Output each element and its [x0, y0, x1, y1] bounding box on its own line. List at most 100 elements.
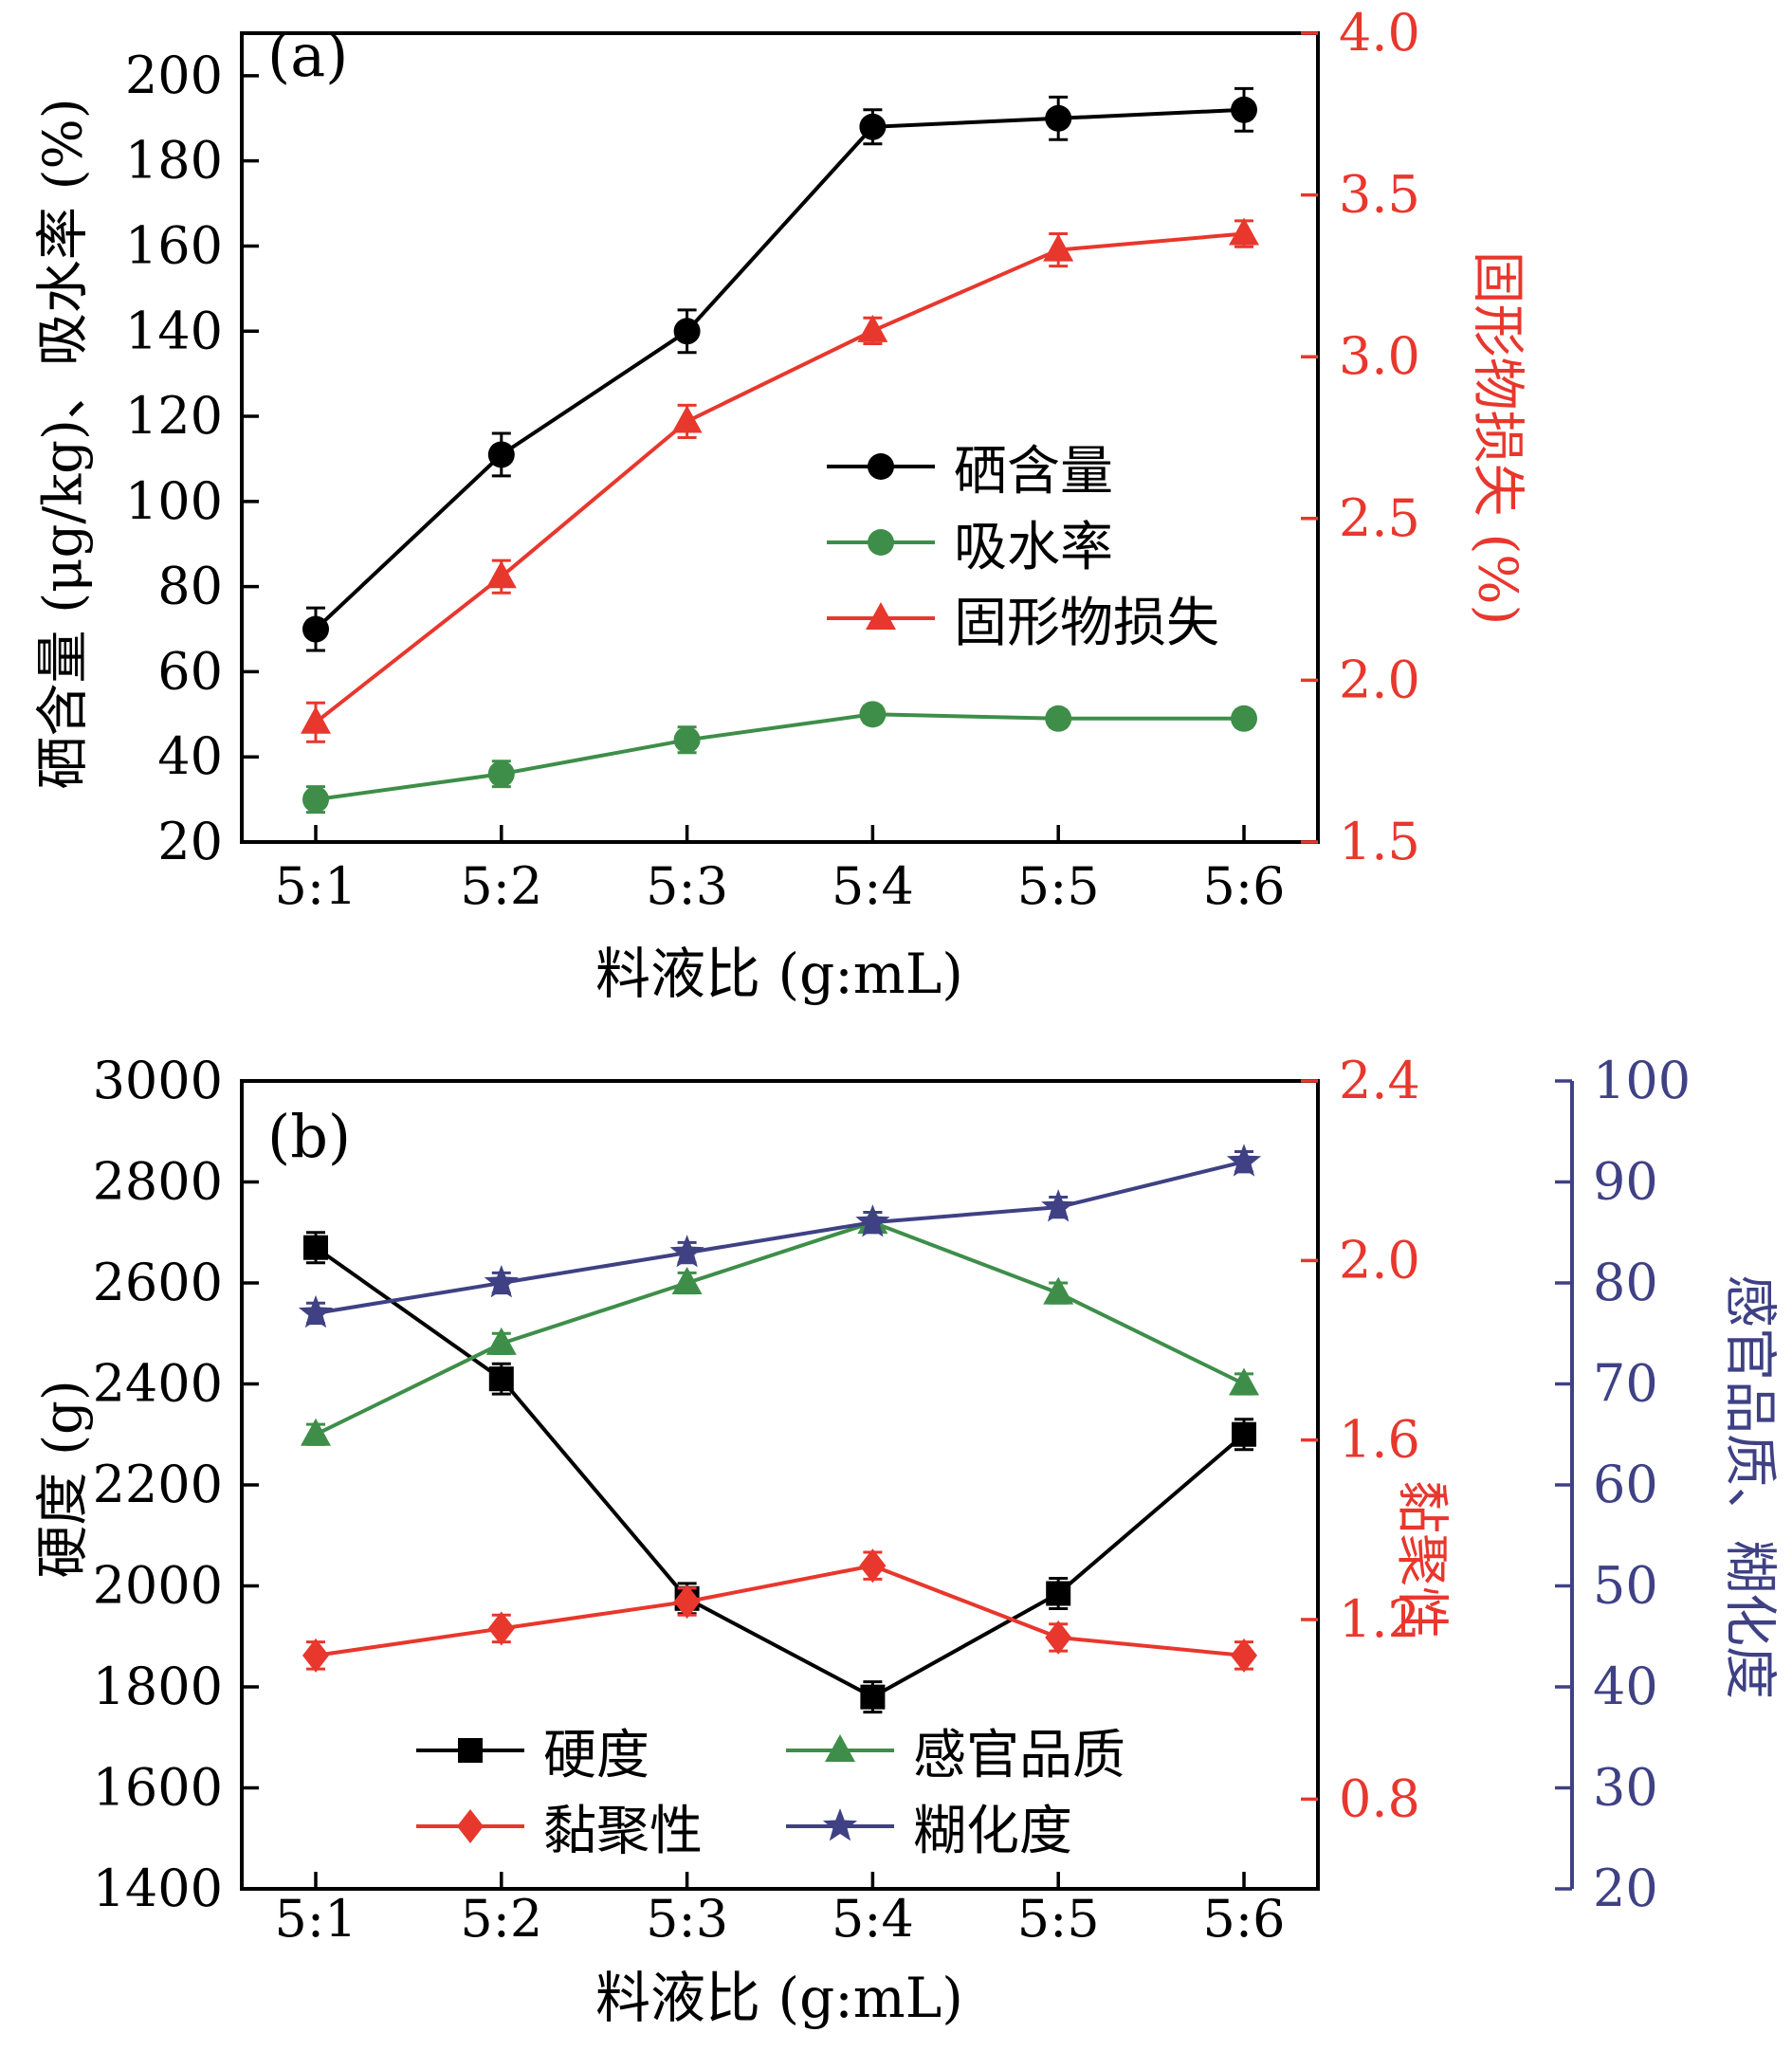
x-tick-label: 5:4	[832, 856, 914, 916]
panel-a-chart: 5:1 5:2 5:3 5:4 5:5 5:6 20 40 60 80 100 120 140 160 18…	[125, 3, 1420, 916]
circle-marker	[868, 529, 894, 556]
series-感官品质	[301, 1206, 1259, 1446]
series-line	[315, 1564, 1245, 1657]
legend-item: 硬度	[412, 1712, 782, 1788]
y-tick-label: 90	[1593, 1152, 1658, 1212]
legend-item: 感官品质	[782, 1712, 1152, 1788]
square-marker	[860, 1684, 886, 1710]
star-marker	[484, 1265, 519, 1298]
diamond-marker	[487, 1611, 515, 1646]
panel-b-label: (b)	[267, 1102, 352, 1171]
x-tick-label: 5:3	[646, 856, 728, 916]
x-tick-label: 5:3	[646, 1889, 728, 1949]
legend-item: 吸水率	[823, 504, 1219, 580]
star-marker	[1041, 1189, 1076, 1222]
circle-marker	[302, 615, 329, 643]
star-marker	[298, 1294, 334, 1328]
y-tick-label: 2.4	[1339, 1051, 1420, 1110]
panel-b-right-axis-title: 黏聚性	[1390, 1480, 1453, 1639]
series-固形物损失	[301, 217, 1259, 743]
diamond-marker	[457, 1809, 484, 1843]
circle-marker	[859, 113, 887, 140]
triangle-marker	[1229, 1367, 1259, 1396]
y-tick-label: 1.5	[1339, 812, 1420, 871]
legend-item: 糊化度	[782, 1788, 1152, 1864]
y-tick-label: 140	[125, 301, 223, 360]
diamond-marker	[673, 1584, 701, 1620]
triangle-marker	[301, 1418, 331, 1446]
triangle-marker	[1229, 217, 1259, 246]
panel-b-far-right-axis-title: 感官品质、糊化度	[1718, 1274, 1781, 1699]
diamond-marker	[1231, 1638, 1257, 1673]
y-tick-label: 20	[1593, 1859, 1658, 1918]
circle-marker	[673, 318, 701, 345]
y-tick-label: 200	[125, 46, 223, 105]
x-tick-label: 5:1	[275, 1889, 357, 1949]
panel-b-left-axis-title: 硬度 (g)	[32, 1380, 95, 1579]
series-line	[314, 231, 1245, 724]
series-硒含量	[302, 86, 1257, 652]
diamond-marker-icon	[416, 1809, 524, 1843]
legend-label: 硬度	[543, 1724, 649, 1786]
series-黏聚性	[302, 1548, 1257, 1673]
y-tick-label: 40	[1593, 1657, 1658, 1716]
y-tick-label: 120	[125, 386, 223, 446]
y-tick-label: 160	[125, 215, 223, 275]
y-tick-label: 2.5	[1339, 488, 1420, 548]
circle-marker-icon	[827, 453, 935, 480]
panel-a-legend: 硒含量 吸水率 固形物损失	[823, 429, 1219, 656]
y-tick-label: 2600	[93, 1253, 223, 1312]
circle-marker	[487, 441, 515, 468]
panel-a-label: (a)	[267, 21, 349, 90]
x-tick-label: 5:4	[832, 1889, 914, 1949]
diamond-marker	[1045, 1620, 1072, 1655]
triangle-marker-icon	[827, 602, 935, 630]
series-line	[314, 107, 1245, 631]
square-marker	[303, 1235, 328, 1260]
triangle-marker	[1043, 1276, 1074, 1305]
circle-marker-icon	[827, 529, 935, 556]
series-line	[315, 712, 1244, 802]
triangle-marker	[857, 314, 888, 342]
y-tick-label: 20	[157, 812, 223, 871]
x-tick-label: 5:6	[1203, 1889, 1286, 1949]
y-tick-label: 1400	[93, 1859, 223, 1918]
triangle-marker	[825, 1734, 855, 1762]
panel-b-chart: 5:1 5:2 5:3 5:4 5:5 5:6 1400 1600 1800 2000 2200 24…	[93, 1051, 1691, 1949]
x-tick-label: 5:2	[460, 856, 542, 916]
circle-marker	[1045, 104, 1072, 132]
square-marker	[1232, 1421, 1256, 1447]
y-tick-label: 1800	[93, 1657, 223, 1716]
triangle-marker	[485, 1327, 517, 1355]
plot-frame	[240, 31, 1320, 844]
diamond-marker	[302, 1638, 329, 1673]
y-tick-label: 4.0	[1339, 3, 1420, 63]
y-tick-label: 1.6	[1339, 1410, 1420, 1470]
circle-marker	[859, 701, 887, 728]
panel-a-right-axis-title: 固形物损失 (%)	[1466, 250, 1528, 626]
x-tick-label: 5:6	[1203, 856, 1286, 916]
legend-label: 吸水率	[954, 516, 1113, 578]
series-line	[315, 1219, 1245, 1437]
triangle-marker	[485, 560, 517, 589]
y-tick-label: 100	[1593, 1051, 1691, 1110]
circle-marker	[868, 453, 894, 480]
legend-item: 硒含量	[823, 429, 1219, 504]
diamond-marker	[859, 1548, 887, 1584]
y-tick-label: 60	[157, 641, 223, 701]
y-tick-label: 1.2	[1339, 1589, 1420, 1649]
star-marker	[669, 1235, 704, 1268]
circle-marker	[1045, 705, 1072, 732]
y-tick-label: 0.8	[1339, 1768, 1420, 1828]
star-marker	[822, 1808, 858, 1841]
y-tick-label: 2.0	[1339, 1230, 1420, 1290]
x-tick-label: 5:2	[460, 1889, 542, 1949]
circle-marker	[1231, 705, 1257, 732]
legend-label: 糊化度	[913, 1800, 1072, 1862]
square-marker	[458, 1738, 483, 1763]
star-marker	[1226, 1144, 1262, 1177]
series-吸水率	[302, 701, 1257, 815]
triangle-marker	[671, 405, 703, 433]
triangle-marker	[866, 602, 896, 630]
